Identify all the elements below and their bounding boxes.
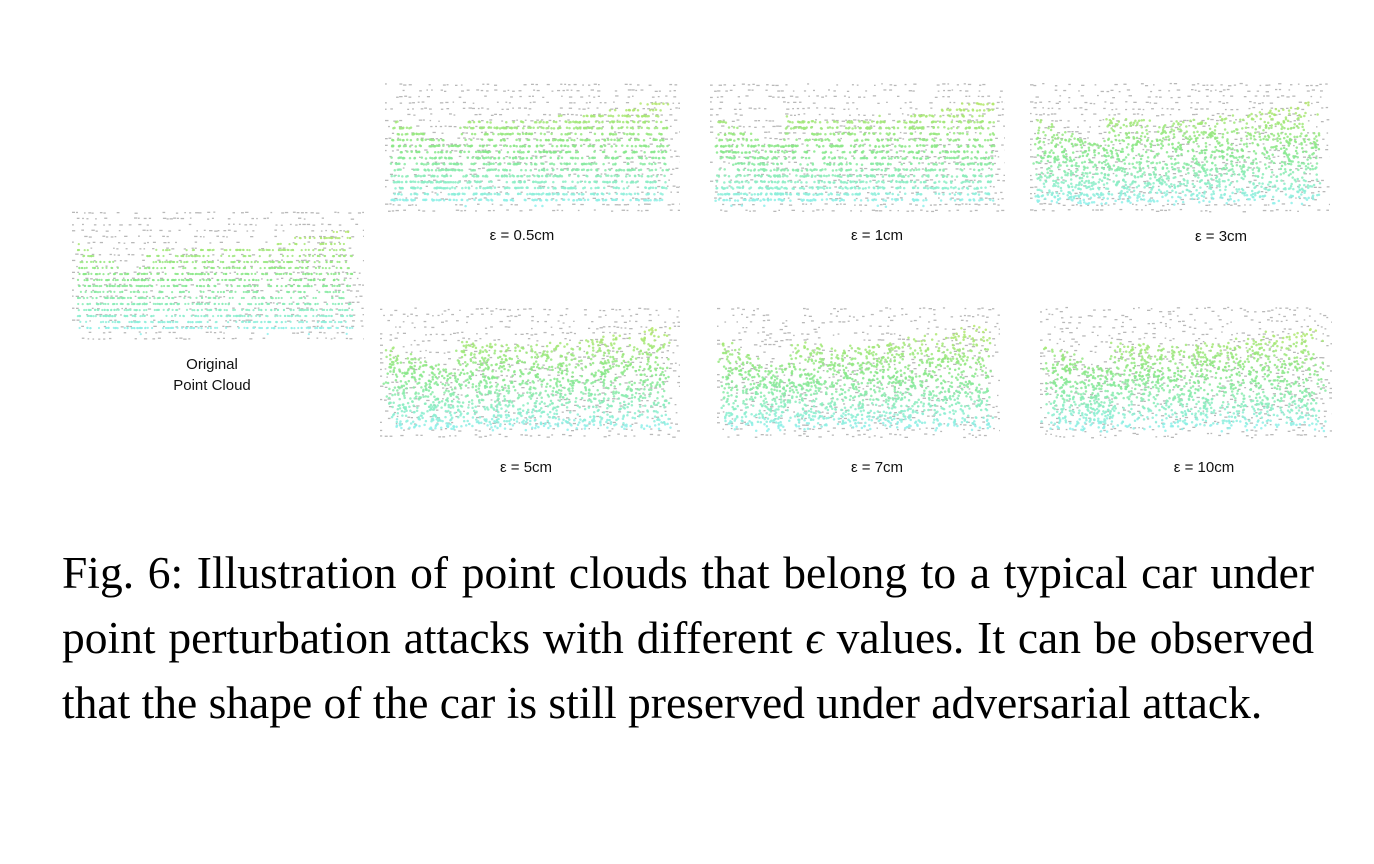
point-cloud-eps-10 [1040, 306, 1332, 439]
panel-label-eps-7: ε = 7cm [850, 459, 904, 476]
label-original-line1: Original [186, 356, 238, 373]
panel-label-eps-0-5: ε = 0.5cm [489, 227, 555, 244]
panel-eps-7 [717, 305, 1000, 445]
panel-eps-0-5 [385, 80, 680, 220]
panel-label-eps-3: ε = 3cm [1194, 228, 1248, 245]
figure-caption: Fig. 6: Illustration of point clouds tha… [62, 540, 1314, 735]
panel-label-eps-1: ε = 1cm [850, 227, 904, 244]
figure: Original Point Cloud ε = 0.5cm ε = 1cm ε… [72, 80, 1332, 476]
panel-label-eps-10: ε = 10cm [1173, 459, 1235, 476]
point-cloud-eps-5 [380, 307, 680, 438]
epsilon-symbol: ϵ [805, 612, 824, 663]
panel-original [72, 208, 364, 348]
point-cloud-eps-1 [710, 83, 1005, 213]
panel-label-eps-5: ε = 5cm [499, 459, 553, 476]
point-cloud-eps-0-5 [385, 83, 680, 212]
caption-prefix: Fig. 6: Illustration of point clouds tha… [62, 547, 1314, 663]
caption-suffix: values. It can be observed that the shap… [62, 612, 1314, 728]
label-original-line2: Point Cloud [173, 377, 251, 394]
panel-eps-10 [1040, 305, 1332, 445]
panel-eps-1 [710, 80, 1005, 220]
panel-label-original: Original Point Cloud [152, 354, 272, 396]
panel-eps-3 [1030, 80, 1330, 220]
panel-eps-5 [380, 305, 680, 445]
point-cloud-original [72, 211, 364, 340]
point-cloud-eps-7 [717, 307, 1000, 439]
point-cloud-eps-3 [1030, 82, 1330, 213]
